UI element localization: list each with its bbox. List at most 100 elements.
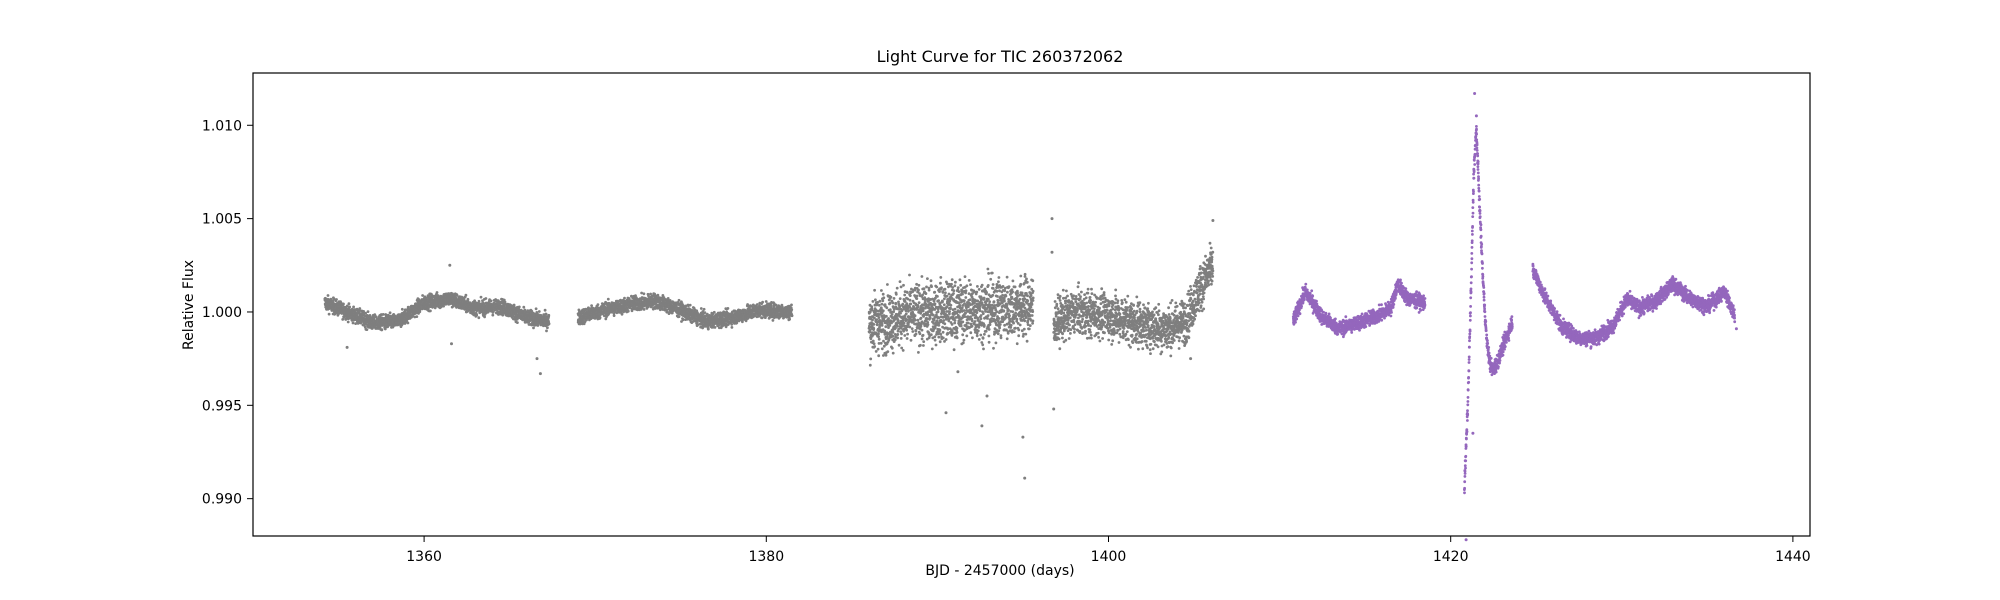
data-point: [366, 310, 370, 313]
data-point: [882, 296, 886, 300]
data-point: [929, 279, 933, 283]
data-point: [946, 332, 950, 336]
data-point: [483, 315, 486, 319]
data-point: [942, 319, 946, 322]
data-point: [943, 322, 947, 326]
data-point: [388, 311, 392, 315]
data-point: [901, 349, 905, 352]
data-point: [363, 325, 367, 329]
data-point: [606, 297, 610, 301]
data-point: [941, 330, 945, 334]
data-point: [897, 343, 901, 347]
data-point: [885, 314, 888, 318]
data-point: [959, 283, 963, 287]
data-point: [935, 285, 939, 289]
data-point: [876, 347, 880, 351]
data-point: [950, 282, 953, 286]
data-point: [892, 307, 896, 311]
data-point: [477, 299, 481, 303]
data-point: [400, 307, 404, 311]
data-point: [875, 323, 879, 326]
data-point: [899, 337, 903, 340]
data-point: [961, 320, 965, 324]
data-point: [896, 336, 899, 340]
data-point: [955, 336, 959, 340]
data-point: [358, 307, 362, 310]
data-point: [642, 308, 646, 311]
data-point: [681, 318, 685, 322]
data-point: [887, 317, 890, 320]
data-point: [491, 313, 495, 317]
data-point: [962, 338, 966, 342]
data-point: [475, 313, 479, 317]
data-point: [963, 275, 967, 278]
data-point: [952, 292, 955, 295]
data-point: [415, 315, 419, 318]
data-point: [893, 338, 897, 342]
data-point: [952, 348, 956, 352]
data-point: [951, 286, 955, 289]
data-point: [888, 324, 892, 327]
data-point: [769, 304, 773, 307]
data-point: [956, 286, 960, 289]
data-point: [596, 303, 600, 306]
data-point: [466, 297, 470, 301]
data-point: [906, 332, 909, 336]
data-point: [953, 284, 957, 288]
data-point: [902, 283, 905, 287]
data-point: [909, 338, 913, 342]
data-point: [920, 328, 924, 332]
data-point: [947, 292, 951, 296]
data-point: [345, 304, 349, 308]
data-point: [874, 350, 878, 353]
data-point: [884, 353, 888, 357]
data-point: [937, 335, 941, 339]
data-point: [875, 318, 879, 321]
data-point: [677, 315, 681, 318]
data-point: [960, 306, 964, 310]
data-point: [944, 291, 947, 295]
data-point: [920, 275, 924, 278]
data-point: [891, 301, 895, 305]
data-point: [948, 310, 951, 313]
data-point: [790, 303, 793, 307]
data-point: [962, 299, 966, 302]
data-point: [905, 337, 909, 340]
data-point: [429, 309, 432, 313]
data-point: [435, 291, 439, 294]
data-point: [896, 324, 899, 328]
data-point: [517, 305, 521, 309]
data-point: [892, 297, 896, 300]
data-point: [919, 316, 923, 320]
data-point: [934, 343, 938, 347]
data-point: [890, 346, 894, 350]
data-point: [790, 314, 794, 318]
data-point: [626, 309, 630, 313]
data-point: [879, 341, 883, 345]
data-point: [537, 310, 541, 313]
data-point: [884, 325, 888, 329]
data-point: [945, 294, 949, 298]
data-point: [889, 295, 893, 299]
data-point: [381, 313, 385, 316]
data-point: [953, 319, 957, 322]
data-point: [899, 285, 903, 289]
data-point: [943, 297, 946, 301]
data-point: [869, 357, 873, 361]
data-point: [908, 273, 911, 277]
data-point: [909, 302, 913, 306]
data-point: [908, 305, 912, 309]
data-point: [760, 316, 764, 320]
data-point: [354, 322, 357, 325]
data-point: [590, 304, 593, 307]
data-point: [623, 296, 626, 300]
data-point: [929, 333, 933, 337]
data-point: [917, 301, 921, 304]
data-point: [902, 307, 906, 311]
data-point: [545, 329, 548, 333]
data-point: [908, 298, 912, 302]
data-point: [411, 314, 415, 318]
data-point: [900, 332, 903, 336]
data-point: [922, 344, 925, 347]
